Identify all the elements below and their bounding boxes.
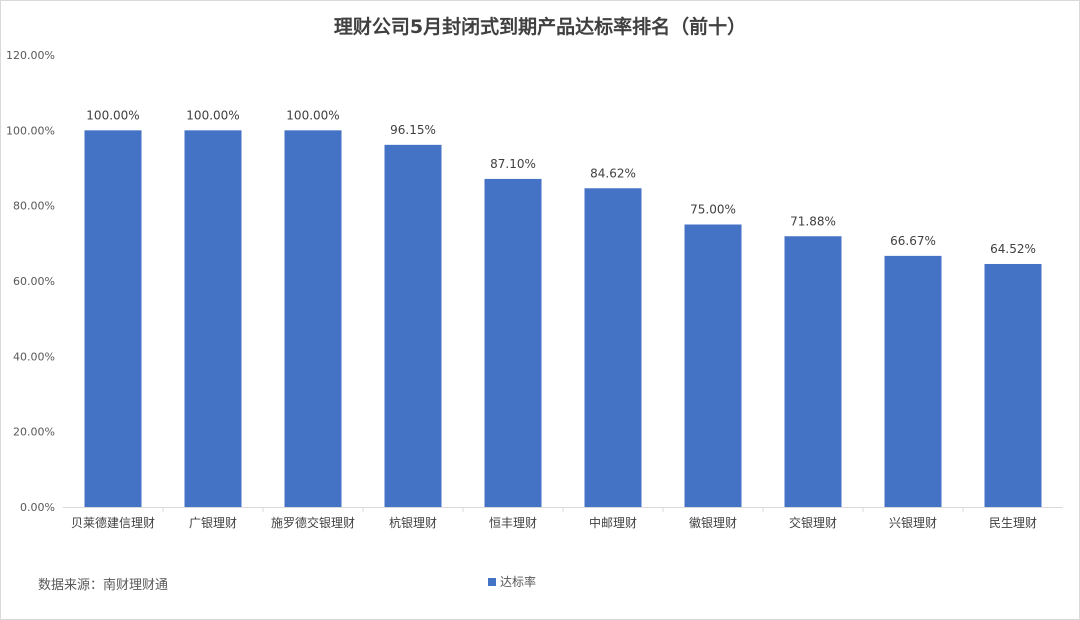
category-label: 广银理财 bbox=[189, 516, 237, 530]
category-label: 民生理财 bbox=[989, 516, 1037, 530]
bar bbox=[284, 130, 342, 508]
bar bbox=[584, 188, 642, 508]
legend: 达标率 bbox=[488, 573, 536, 590]
y-tick-label: 60.00% bbox=[13, 275, 55, 288]
bar bbox=[384, 144, 442, 507]
y-tick-label: 80.00% bbox=[13, 200, 55, 213]
bar bbox=[684, 224, 742, 507]
chart-title: 理财公司5月封闭式到期产品达标率排名（前十） bbox=[333, 16, 747, 38]
data-label: 96.15% bbox=[390, 123, 436, 137]
data-label: 84.62% bbox=[590, 166, 636, 180]
data-label: 100.00% bbox=[286, 108, 339, 122]
data-label: 87.10% bbox=[490, 157, 536, 171]
category-label: 贝莱德建信理财 bbox=[71, 515, 155, 530]
category-label: 杭银理财 bbox=[389, 515, 437, 530]
legend-label: 达标率 bbox=[500, 575, 537, 589]
category-label: 恒丰理财 bbox=[489, 516, 537, 530]
bar bbox=[484, 178, 542, 507]
data-label: 75.00% bbox=[690, 203, 736, 217]
category-label: 徽银理财 bbox=[689, 515, 737, 530]
data-label: 66.67% bbox=[890, 234, 936, 248]
source-note: 数据来源：南财理财通 bbox=[38, 578, 169, 593]
bar bbox=[884, 255, 942, 507]
category-label: 中邮理财 bbox=[589, 515, 637, 530]
bar bbox=[784, 236, 842, 507]
data-label: 100.00% bbox=[86, 108, 139, 122]
bar bbox=[184, 130, 242, 508]
data-label: 100.00% bbox=[186, 108, 239, 122]
y-tick-label: 20.00% bbox=[13, 426, 55, 439]
category-label: 兴银理财 bbox=[889, 516, 937, 530]
data-label: 71.88% bbox=[790, 214, 836, 228]
y-tick-label: 40.00% bbox=[13, 350, 55, 363]
bar bbox=[84, 130, 142, 508]
y-tick-label: 0.00% bbox=[20, 501, 55, 514]
y-tick-label: 120.00% bbox=[6, 49, 55, 62]
data-label: 64.52% bbox=[990, 242, 1036, 256]
legend-swatch bbox=[488, 577, 496, 586]
category-label: 施罗德交银理财 bbox=[271, 515, 355, 530]
category-label: 交银理财 bbox=[789, 515, 837, 530]
y-tick-label: 100.00% bbox=[6, 124, 55, 137]
bar bbox=[984, 263, 1042, 507]
